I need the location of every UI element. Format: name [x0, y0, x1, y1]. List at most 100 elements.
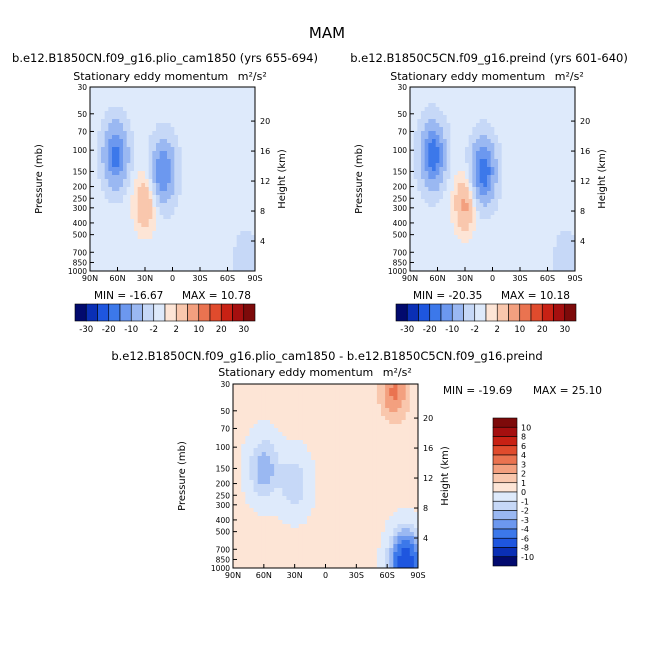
panel2-x-tick-label: 90S: [567, 274, 582, 283]
panel1-cell: [203, 191, 208, 196]
panel2-cell: [461, 131, 466, 136]
panel1-cell: [178, 251, 183, 256]
panel1-cell: [156, 219, 161, 224]
panel2-cell: [417, 91, 422, 96]
panel1-cell: [181, 115, 186, 120]
panel1-cell: [196, 255, 201, 260]
panel2-cell: [476, 175, 481, 180]
panel1-cell: [112, 123, 117, 128]
panel2-cell: [531, 175, 536, 180]
panel1-cell: [163, 227, 168, 232]
panel3-cell: [302, 428, 308, 433]
panel1-cell: [159, 171, 164, 176]
panel3-cell: [298, 428, 304, 433]
panel1-cell: [137, 151, 142, 156]
panel1-cell: [244, 235, 249, 240]
panel2-cell: [421, 99, 426, 104]
panel1-cell: [240, 135, 245, 140]
panel1-cell: [156, 135, 161, 140]
panel1-cell: [145, 95, 150, 100]
panel1-cell: [134, 255, 139, 260]
panel1-cell: [145, 255, 150, 260]
panel2-cell: [413, 107, 418, 112]
panel3-cell: [282, 436, 287, 441]
panel2-x-tick-label: 60S: [540, 274, 555, 283]
panel2-cell: [472, 87, 477, 92]
panel3-cell: [233, 436, 238, 441]
panel2-cell: [432, 95, 437, 100]
panel2-cell: [571, 263, 575, 268]
panel1-cell: [214, 267, 219, 271]
panel1-cell: [145, 155, 150, 160]
panel1-cell: [93, 99, 98, 104]
panel2-cell: [498, 147, 503, 152]
panel1-cell: [90, 155, 95, 160]
panel1-cell: [218, 179, 223, 184]
panel1-cell: [229, 147, 234, 152]
panel3-cell: [265, 416, 271, 421]
panel2-cell: [487, 195, 492, 200]
panel1-cell: [192, 179, 197, 184]
panel1-cell: [156, 255, 161, 260]
panel2-cell: [483, 223, 488, 228]
panel1-cell: [244, 139, 249, 144]
panel1-cell: [247, 255, 252, 260]
panel1-cell: [170, 159, 175, 164]
panel2-cell: [567, 227, 572, 232]
panel2-cell: [472, 123, 477, 128]
panel1-cell: [192, 167, 197, 172]
panel1-cell: [170, 199, 175, 204]
panel2-cell: [527, 167, 532, 172]
panel2-cell: [450, 147, 455, 152]
panel2-cell: [553, 227, 558, 232]
panel1-cell: [192, 95, 197, 100]
panel1-cell: [137, 203, 142, 208]
panel2-cell: [413, 231, 418, 236]
panel2-cell: [476, 239, 481, 244]
panel1-cell: [104, 91, 109, 96]
panel2-cell: [542, 203, 547, 208]
panel1-cell: [148, 159, 153, 164]
panel1-cell: [141, 147, 146, 152]
panel2-cell: [487, 263, 492, 268]
panel3-cell: [265, 428, 271, 433]
panel3-cell: [237, 388, 242, 393]
panel1-cell: [101, 123, 106, 128]
panel2-cell: [439, 139, 444, 144]
panel1-cell: [185, 127, 190, 132]
panel2-cell: [556, 175, 561, 180]
panel1-cell: [145, 263, 150, 268]
panel1-cell: [141, 259, 146, 264]
panel3-cell: [372, 428, 378, 433]
panel2-cell: [564, 135, 569, 140]
panel3-cell: [298, 384, 304, 389]
panel1-cell: [251, 251, 255, 256]
panel1-cell: [93, 119, 98, 124]
panel1-cell: [90, 135, 95, 140]
panel1-cell: [247, 91, 252, 96]
panel1-cell: [130, 211, 135, 216]
panel2-cell: [534, 115, 539, 120]
panel1-cell: [93, 247, 98, 252]
panel1-cell: [178, 131, 183, 136]
panel2-cell: [410, 199, 415, 204]
panel2-cell: [443, 147, 448, 152]
panel1-cell: [211, 119, 216, 124]
panel2-cell: [516, 239, 521, 244]
panel2-cell: [468, 143, 473, 148]
panel2-cell: [465, 255, 470, 260]
panel2-cell: [428, 159, 433, 164]
panel2-cell: [553, 107, 558, 112]
panel3-cell: [413, 420, 418, 425]
panel3-cell: [282, 440, 287, 445]
panel2-cell: [417, 259, 422, 264]
panel1-cell: [200, 255, 205, 260]
panel2-cell: [421, 239, 426, 244]
panel1-cell: [236, 139, 241, 144]
panel1-cell: [251, 175, 255, 180]
panel2-cell: [468, 95, 473, 100]
panel1-cell: [119, 103, 124, 108]
panel2-cell: [531, 91, 536, 96]
panel1-cell: [126, 259, 131, 264]
panel1-cell: [167, 171, 172, 176]
